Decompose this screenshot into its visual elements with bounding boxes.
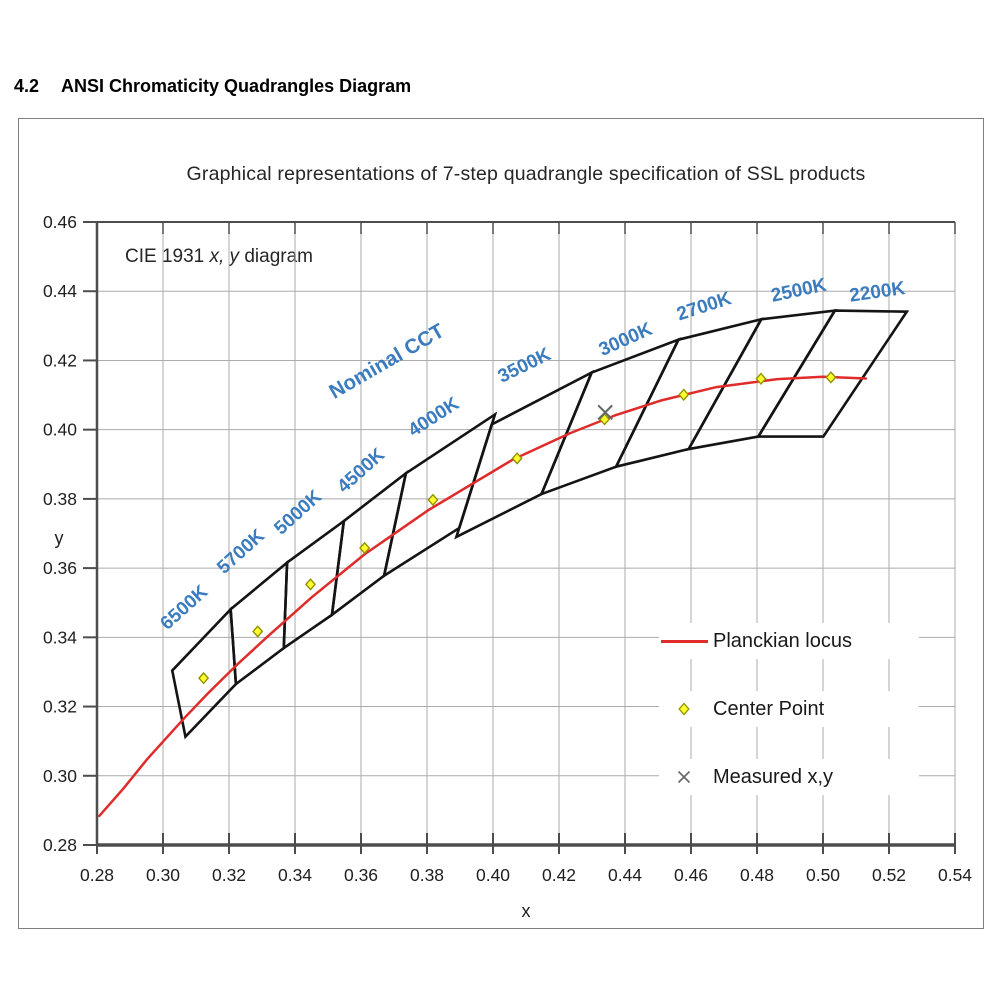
x-tick-label: 0.44 [608,865,642,885]
cct-label-5000K: 5000K [270,486,326,539]
x-tick-label: 0.30 [146,865,180,885]
center-point-2200K [825,371,837,384]
cct-label-6500K: 6500K [157,581,213,634]
nominal-cct-label: Nominal CCT [325,319,448,404]
quadrangle-4500K [330,470,408,618]
x-axis-label: x [522,901,531,921]
center-point-3500K [511,452,523,465]
legend-label: Center Point [713,697,825,720]
center-point-5000K [304,578,317,591]
y-tick-label: 0.38 [43,489,77,509]
quadrangle-5700K [229,559,289,687]
x-tick-label: 0.40 [476,865,510,885]
center-point-3000K [599,413,611,426]
x-tick-label: 0.32 [212,865,246,885]
cie-annotation: CIE 1931 x, y diagram [125,246,313,268]
legend-label: Planckian locus [713,629,852,652]
plot-svg: 6500K5700K5000K4500K4000K3500K3000K2700K… [43,212,972,921]
y-axis-label: y [55,528,64,548]
cie-annotation-prefix: CIE 1931 [125,246,210,267]
legend-item-center-point: Center Point [659,691,919,727]
y-tick-label: 0.30 [43,766,77,786]
y-tick-label: 0.46 [43,212,77,232]
center-point-2700K [678,388,690,401]
cct-label-5700K: 5700K [213,525,269,578]
quadrangle-4000K [382,411,498,579]
section-heading: 4.2 ANSI Chromaticity Quadrangles Diagram [14,76,411,97]
cct-label-2700K: 2700K [674,288,734,325]
x-tick-label: 0.42 [542,865,576,885]
y-tick-label: 0.34 [43,627,77,647]
x-tick-label: 0.52 [872,865,906,885]
center-point-2500K [755,372,767,386]
center-point-4000K [427,493,439,507]
red-line-icon [659,639,709,643]
y-tick-label: 0.32 [43,697,77,717]
y-tick-label: 0.36 [43,558,77,578]
x-tick-label: 0.28 [80,865,114,885]
diamond-icon [659,701,709,717]
y-tick-label: 0.28 [43,835,77,855]
x-tick-label: 0.46 [674,865,708,885]
legend-item-measured-xy: Measured x,y [659,759,919,795]
legend-label: Measured x,y [713,765,834,788]
center-point-6500K [198,671,210,685]
x-tick-label: 0.38 [410,865,444,885]
x-tick-label: 0.48 [740,865,774,885]
cie-annotation-italic: x, y [209,246,240,267]
y-tick-label: 0.42 [43,350,77,370]
cct-label-2200K: 2200K [848,278,907,307]
measured-point-cross [597,404,613,421]
chart-frame: Graphical representations of 7-step quad… [18,118,984,929]
center-point-5700K [252,625,264,638]
chart-legend: Planckian locus Center Point Measured x,… [659,623,919,827]
planckian-locus-curve [98,375,868,818]
section-number: 4.2 [14,76,40,96]
cie-annotation-suffix: diagram [239,246,313,267]
quadrangle-2200K [756,309,910,438]
x-tick-label: 0.54 [938,865,972,885]
x-tick-label: 0.34 [278,865,312,885]
x-tick-label: 0.50 [806,865,840,885]
center-point-4500K [359,541,371,555]
cct-label-4000K: 4000K [405,393,464,441]
cct-label-3000K: 3000K [596,319,656,361]
y-tick-label: 0.40 [43,420,77,440]
chart-title: Graphical representations of 7-step quad… [186,163,866,185]
legend-item-planckian-locus: Planckian locus [659,623,919,659]
section-title: ANSI Chromaticity Quadrangles Diagram [61,76,412,96]
cct-label-2500K: 2500K [769,275,828,307]
cct-label-3500K: 3500K [495,344,555,388]
x-tick-label: 0.36 [344,865,378,885]
cross-icon [659,769,709,785]
y-tick-label: 0.44 [43,281,77,301]
